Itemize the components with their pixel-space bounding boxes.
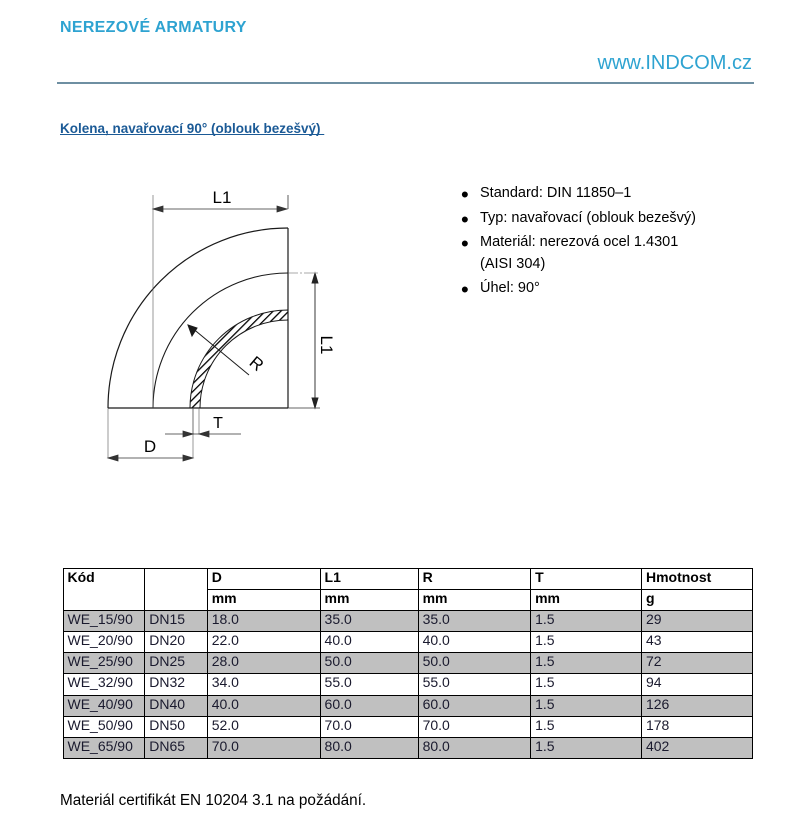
svg-text:L1: L1 bbox=[213, 188, 232, 207]
svg-text:R: R bbox=[246, 353, 268, 375]
svg-text:T: T bbox=[213, 415, 223, 432]
svg-text:D: D bbox=[144, 437, 156, 456]
svg-text:L1: L1 bbox=[317, 336, 336, 355]
